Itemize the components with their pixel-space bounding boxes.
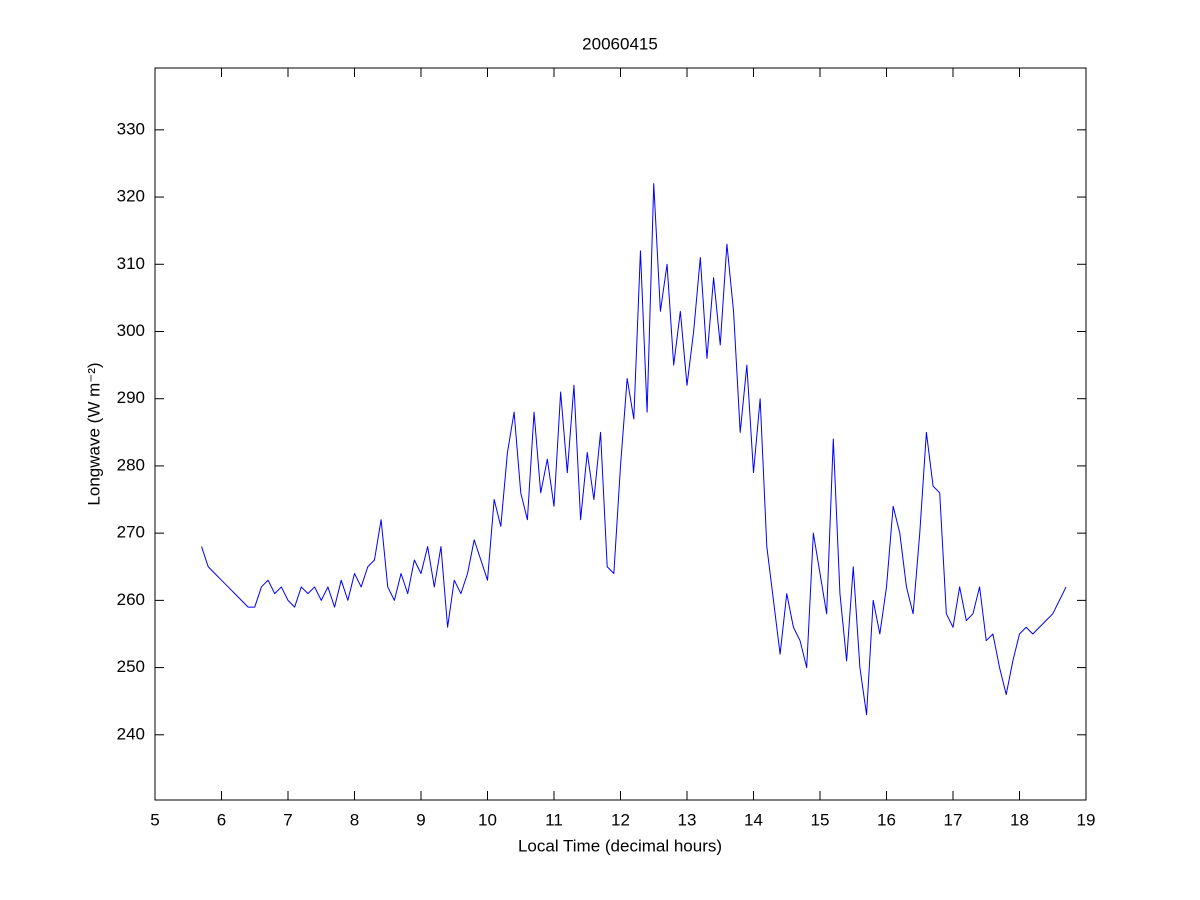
y-tick-label: 330	[117, 119, 145, 138]
x-tick-label: 13	[678, 810, 697, 829]
y-tick-label: 260	[117, 590, 145, 609]
y-tick-label: 270	[117, 523, 145, 542]
y-tick-label: 290	[117, 388, 145, 407]
data-line	[201, 183, 1067, 716]
y-tick-label: 300	[117, 321, 145, 340]
x-tick-label: 10	[478, 810, 497, 829]
y-tick-label: 280	[117, 455, 145, 474]
x-tick-label: 16	[877, 810, 896, 829]
x-tick-label: 12	[611, 810, 630, 829]
x-tick-label: 9	[416, 810, 425, 829]
y-tick-label: 320	[117, 187, 145, 206]
x-axis-label: Local Time (decimal hours)	[518, 836, 722, 855]
x-tick-label: 18	[1010, 810, 1029, 829]
y-tick-label: 310	[117, 254, 145, 273]
x-tick-label: 17	[944, 810, 963, 829]
x-tick-label: 11	[545, 810, 563, 829]
x-tick-label: 19	[1077, 810, 1096, 829]
y-axis-label: Longwave (W m⁻²)	[84, 362, 103, 505]
y-tick-label: 240	[117, 724, 145, 743]
x-tick-label: 5	[150, 810, 159, 829]
x-tick-label: 7	[283, 810, 292, 829]
x-tick-label: 15	[811, 810, 830, 829]
x-tick-label: 8	[350, 810, 359, 829]
chart-title: 20060415	[582, 34, 658, 53]
x-tick-label: 6	[217, 810, 226, 829]
x-tick-label: 14	[744, 810, 763, 829]
y-tick-label: 250	[117, 657, 145, 676]
